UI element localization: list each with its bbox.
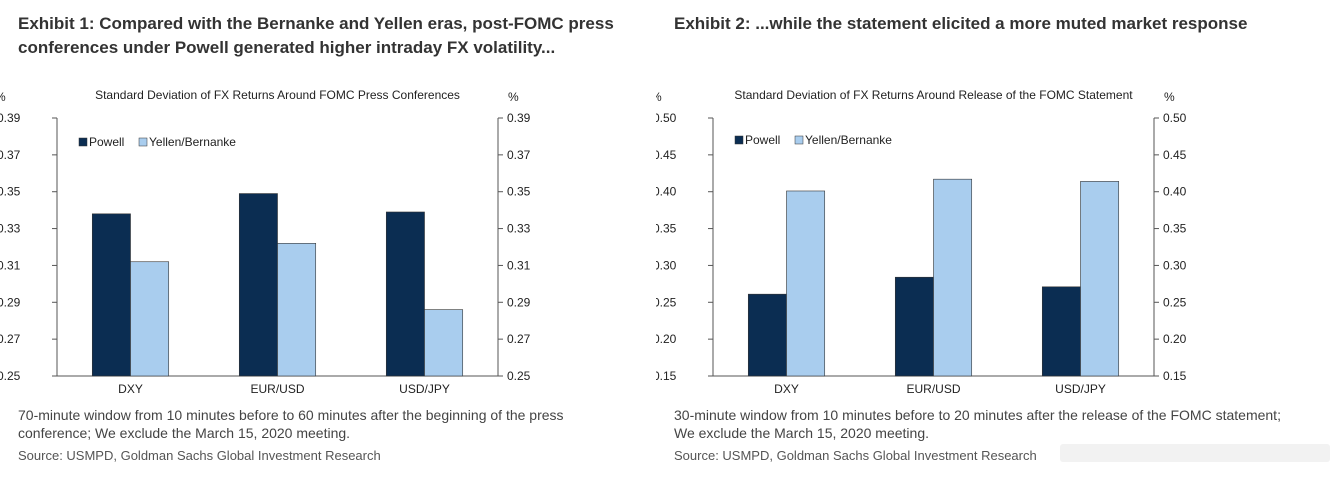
exhibit-1-title-line1: Exhibit 1: Compared with the Bernanke an… [18,14,614,33]
chart2-tick-label-left: 0.40 [656,185,677,199]
chart1-tick-label-left: 0.29 [0,295,21,309]
chart1-category-label: DXY [118,382,143,396]
chart1-y-unit-right: % [508,90,519,104]
chart2-tick-label-left: 0.25 [656,295,677,309]
chart2-bar-yellen-bernanke-2 [1080,181,1120,377]
exhibit-2-chart: Standard Deviation of FX Returns Around … [656,88,1187,396]
chart1-bar-yellen-bernanke-0 [130,261,170,377]
chart1-tick-label-left: 0.35 [0,185,21,199]
chart2-tick-label-right: 0.45 [1163,148,1187,162]
chart2-legend-label: Yellen/Bernanke [805,133,892,147]
chart1-tick-label-right: 0.35 [507,185,531,199]
chart1-tick-label-right: 0.25 [507,369,531,383]
chart1-chart-title: Standard Deviation of FX Returns Around … [95,88,460,102]
chart1-tick-label-left: 0.31 [0,258,21,272]
chart2-bar-powell-1 [894,276,934,377]
exhibit-1-note-line1: 70-minute window from 10 minutes before … [18,407,564,423]
chart1-legend-label: Powell [89,135,124,149]
chart1-tick-label-left: 0.25 [0,369,21,383]
chart2-tick-label-left: 0.35 [656,222,677,236]
exhibit-2-source: Source: USMPD, Goldman Sachs Global Inve… [674,448,1037,463]
chart2-tick-label-right: 0.40 [1163,185,1187,199]
chart2-bar-yellen-bernanke-1 [933,178,973,377]
chart1-tick-label-right: 0.37 [507,148,531,162]
exhibit-1-note: 70-minute window from 10 minutes before … [18,406,638,442]
chart1-legend-label: Yellen/Bernanke [149,135,236,149]
exhibit-2-title: Exhibit 2: ...while the statement elicit… [674,12,1247,36]
chart2-tick-label-left: 0.20 [656,332,677,346]
chart2-y-unit-left: % [656,90,662,104]
chart2-category-label: EUR/USD [906,382,960,396]
chart1-tick-label-right: 0.39 [507,111,531,125]
chart2-tick-label-left: 0.30 [656,258,677,272]
chart2-tick-label-right: 0.35 [1163,222,1187,236]
chart1-bar-powell-2 [385,211,425,377]
exhibit-1: Exhibit 1: Compared with the Bernanke an… [0,0,650,482]
exhibit-2-title-line1: Exhibit 2: ...while the statement elicit… [674,14,1248,33]
chart2-tick-label-left: 0.45 [656,148,677,162]
chart1-bar-powell-0 [91,213,131,377]
chart2-legend-label: Powell [745,133,780,147]
exhibit-1-title-line2: conferences under Powell generated highe… [18,38,556,57]
exhibit-1-chart: Standard Deviation of FX Returns Around … [0,88,531,396]
chart1-bar-yellen-bernanke-2 [424,309,464,377]
chart2-tick-label-right: 0.30 [1163,258,1187,272]
chart2-legend-swatch [734,135,744,145]
chart1-tick-label-left: 0.27 [0,332,21,346]
exhibit-2-note-line1: 30-minute window from 10 minutes before … [674,407,1281,423]
chart2-tick-label-left: 0.50 [656,111,677,125]
watermark-blur [1060,444,1330,462]
chart2-tick-label-right: 0.20 [1163,332,1187,346]
chart2-legend-swatch [794,135,804,145]
chart1-tick-label-right: 0.31 [507,258,531,272]
chart2-tick-label-right: 0.15 [1163,369,1187,383]
chart1-tick-label-right: 0.33 [507,222,531,236]
chart1-bar-powell-1 [238,193,278,377]
chart1-tick-label-right: 0.27 [507,332,531,346]
chart2-chart-title: Standard Deviation of FX Returns Around … [734,88,1133,102]
chart1-tick-label-left: 0.37 [0,148,21,162]
chart1-bar-yellen-bernanke-1 [277,243,317,377]
exhibit-2-note: 30-minute window from 10 minutes before … [674,406,1334,442]
chart2-category-label: DXY [774,382,799,396]
chart2-tick-label-left: 0.15 [656,369,677,383]
chart1-legend-swatch [138,137,148,147]
exhibit-1-title: Exhibit 1: Compared with the Bernanke an… [18,12,614,60]
exhibit-2-note-line2: We exclude the March 15, 2020 meeting. [674,425,930,441]
chart1-category-label: EUR/USD [250,382,304,396]
chart1-y-unit-left: % [0,90,6,104]
exhibit-1-note-line2: conference; We exclude the March 15, 202… [18,425,351,441]
chart2-y-unit-right: % [1164,90,1175,104]
chart2-bar-powell-2 [1041,286,1081,377]
exhibit-2: Exhibit 2: ...while the statement elicit… [656,0,1342,482]
chart1-tick-label-left: 0.33 [0,222,21,236]
chart2-category-label: USD/JPY [1055,382,1106,396]
chart1-category-label: USD/JPY [399,382,450,396]
exhibit-1-source: Source: USMPD, Goldman Sachs Global Inve… [18,448,381,463]
chart1-tick-label-right: 0.29 [507,295,531,309]
chart1-tick-label-left: 0.39 [0,111,21,125]
chart2-tick-label-right: 0.25 [1163,295,1187,309]
chart2-bar-yellen-bernanke-0 [786,190,826,377]
chart1-legend-swatch [78,137,88,147]
chart2-tick-label-right: 0.50 [1163,111,1187,125]
chart2-bar-powell-0 [747,293,787,377]
